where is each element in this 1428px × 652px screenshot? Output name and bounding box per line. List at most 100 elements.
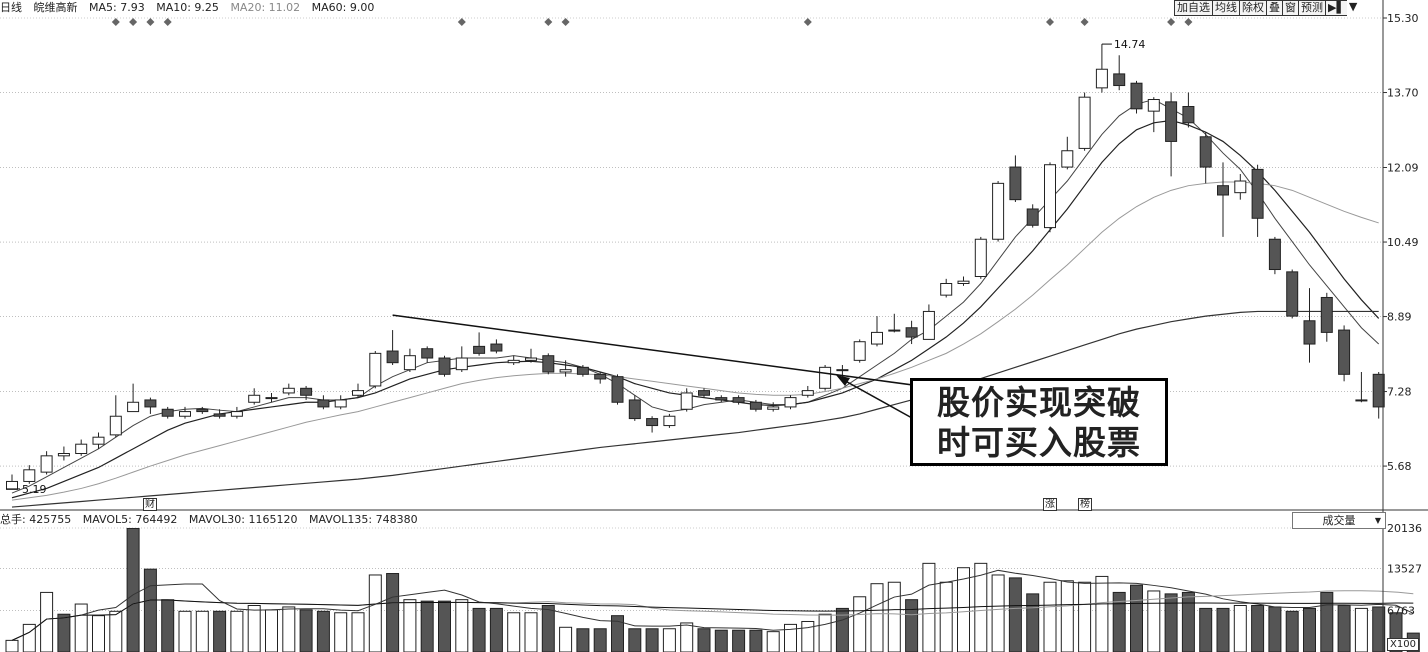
candle-body xyxy=(1355,399,1368,402)
volume-bar xyxy=(974,562,988,652)
volume-bar xyxy=(1008,577,1022,652)
candle-body xyxy=(507,359,520,364)
candle-body xyxy=(992,182,1005,240)
volume-bar xyxy=(489,607,503,652)
volume-bar xyxy=(143,568,157,652)
candle-body xyxy=(1044,164,1056,229)
candle-body xyxy=(1078,96,1091,149)
event-marker-icon xyxy=(111,18,120,26)
limit-up-tag[interactable]: 涨 xyxy=(1043,498,1057,511)
volume-bar xyxy=(178,610,192,652)
candle-body xyxy=(1182,105,1195,124)
event-marker-icon xyxy=(457,18,466,26)
window-button[interactable]: 窗 xyxy=(1282,0,1299,16)
candle-body xyxy=(127,401,140,413)
candle-body xyxy=(1234,180,1247,194)
stock-name: 皖维高新 xyxy=(33,1,78,14)
candle-body xyxy=(680,392,693,410)
candle-body xyxy=(230,411,243,417)
candle-body xyxy=(1147,99,1160,112)
avg-line-button[interactable]: 均线 xyxy=(1212,0,1240,16)
ma20-readout: MA20: 11.02 xyxy=(230,1,301,14)
add-watch-button[interactable]: 加自选 xyxy=(1174,0,1213,16)
finance-tag[interactable]: 财 xyxy=(143,498,157,511)
candle-body xyxy=(1061,150,1074,168)
forecast-button[interactable]: 预测 xyxy=(1298,0,1326,16)
volume-bar xyxy=(403,599,417,652)
candle-body xyxy=(888,329,901,332)
volume-bar xyxy=(472,607,486,652)
candle-body xyxy=(1026,208,1039,226)
candle-body xyxy=(1199,136,1212,168)
candle-body xyxy=(767,406,780,410)
candle-body xyxy=(352,390,364,396)
volume-bar xyxy=(697,628,711,652)
volume-header: 总手: 425755 MAVOL5: 764492 MAVOL30: 11651… xyxy=(0,512,426,528)
volume-bar xyxy=(1320,591,1334,652)
candle-body xyxy=(628,399,641,420)
ma5-readout: MA5: 7.93 xyxy=(89,1,145,14)
volume-bar xyxy=(1285,610,1299,652)
volume-bars xyxy=(5,527,1420,652)
resistance-trend-line xyxy=(392,314,962,393)
candle-body xyxy=(784,397,797,408)
volume-bar xyxy=(92,615,105,652)
volume-bar xyxy=(420,600,434,652)
volume-bar xyxy=(1095,575,1109,652)
volume-bar xyxy=(732,629,746,652)
candle-body xyxy=(57,453,70,457)
volume-unit: X100 xyxy=(1387,638,1419,651)
candle-body xyxy=(940,282,953,296)
price-tick-label: 7.28 xyxy=(1387,386,1412,399)
indicator-select[interactable]: 成交量 ▼ xyxy=(1292,512,1386,529)
volume-bar xyxy=(576,628,590,652)
volume-bar xyxy=(593,628,607,652)
ranking-tag[interactable]: 榜 xyxy=(1078,498,1092,511)
breakout-callout: 股价实现突破 时可买入股票 xyxy=(910,378,1168,466)
candle-body xyxy=(576,366,589,375)
volume-bar xyxy=(749,629,763,652)
candle-body xyxy=(300,387,313,396)
volume-bar xyxy=(334,612,348,652)
candle-body xyxy=(40,455,53,473)
candle-body xyxy=(334,399,347,408)
candle-body xyxy=(161,408,174,417)
callout-line-1: 股价实现突破 xyxy=(937,383,1141,422)
price-tick-label: 5.68 xyxy=(1387,460,1412,473)
candle-body xyxy=(871,331,883,345)
ma-line-ma60 xyxy=(11,310,1379,508)
candle-body xyxy=(611,376,624,403)
candle-body xyxy=(421,348,434,359)
overlay-button[interactable]: 叠 xyxy=(1266,0,1283,16)
ex-rights-button[interactable]: 除权 xyxy=(1239,0,1267,16)
ma-line-ma20 xyxy=(11,181,1379,501)
volume-bar xyxy=(74,603,88,652)
volume-bar xyxy=(714,629,728,652)
volume-bar xyxy=(818,613,832,652)
volume-bar xyxy=(265,609,278,652)
volume-ma-line xyxy=(11,599,1414,641)
candle-body xyxy=(92,436,105,445)
arrow-head xyxy=(836,375,850,386)
volume-bar xyxy=(766,631,780,652)
candle-body xyxy=(386,350,399,364)
event-marker-icon xyxy=(561,18,570,26)
play-icon[interactable]: ▶▌ xyxy=(1325,0,1348,16)
ma60-readout: MA60: 9.00 xyxy=(311,1,375,14)
volume-bar xyxy=(905,599,919,652)
candle-body xyxy=(853,341,866,361)
volume-tick-label: 20136 xyxy=(1387,522,1422,535)
candle-body xyxy=(1320,296,1333,333)
candle-body xyxy=(473,345,486,354)
volume-bar xyxy=(1354,607,1368,652)
dropdown-caret-icon[interactable]: ▼ xyxy=(1346,0,1360,16)
volume-bar xyxy=(230,610,244,652)
event-marker-icon xyxy=(1080,18,1089,26)
annotations: 14.74 5.19 xyxy=(6,18,1193,496)
toolbar: 加自选 均线 除权 叠 窗 预测 ▶▌ ▼ xyxy=(1174,0,1360,16)
candle-body xyxy=(819,366,832,389)
callout-arrow xyxy=(839,377,913,419)
candle-body xyxy=(1338,329,1351,375)
volume-bar xyxy=(5,639,19,652)
